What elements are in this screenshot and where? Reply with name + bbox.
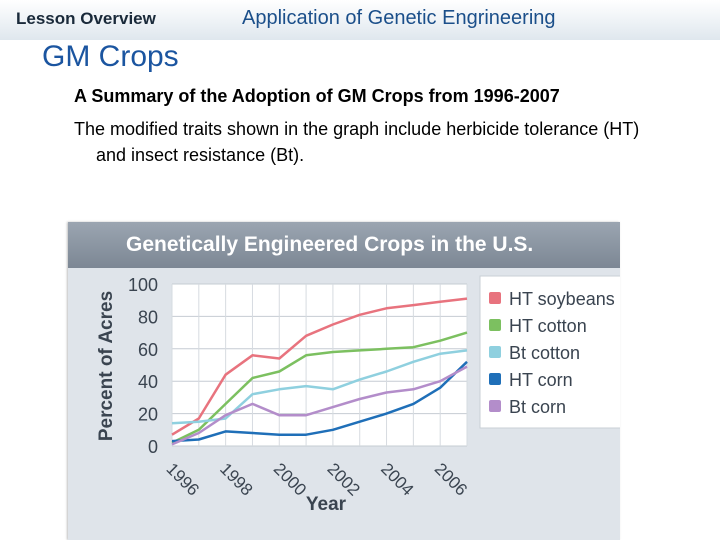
y-tick-label: 60 [138,340,158,360]
legend-label: Bt corn [509,397,566,417]
legend-label: HT soybeans [509,289,615,309]
legend-swatch [489,373,501,385]
legend-label: HT cotton [509,316,587,336]
legend: HT soybeans HT cotton Bt cotton HT corn Bt c… [489,289,615,417]
section-label: Lesson Overview [16,9,156,28]
y-tick-label: 20 [138,405,158,425]
summary-heading: A Summary of the Adoption of GM Crops fr… [74,86,560,106]
series-line-ht-soybeans [171,297,468,436]
chart-title-band [68,222,620,268]
legend-swatch [489,292,501,304]
series-line-ht-cotton [171,331,468,444]
y-axis-label: Percent of Acres [96,291,117,441]
series-line-ht-corn [171,360,468,443]
legend-box [479,275,620,429]
slide-title: GM Crops [42,40,179,73]
y-tick-label: 100 [128,275,158,295]
x-axis-label: Year [306,494,347,515]
lesson-title: Application of Genetic Engrineering [242,7,556,29]
y-tick-label: 40 [138,372,158,392]
series-line-bt-corn [171,365,468,446]
x-tick-label: 1996 [163,459,203,499]
x-tick-label: 2004 [377,459,417,499]
x-tick-label: 2000 [270,459,310,499]
x-tick-label: 2006 [431,459,471,499]
y-axis: 0 20 40 60 80 100 [128,275,158,457]
legend-label: HT corn [509,370,573,390]
chart-figure: Genetically Engineered Crops in the U.S.… [68,222,620,540]
legend-swatch [489,400,501,412]
chart-title: Genetically Engineered Crops in the U.S. [126,233,533,256]
y-tick-label: 80 [138,307,158,327]
y-tick-label: 0 [148,437,158,457]
legend-swatch [489,346,501,358]
line-chart: Genetically Engineered Crops in the U.S.… [68,222,620,515]
header-bar: Lesson Overview Application of Genetic E… [0,0,720,40]
description-text: The modified traits shown in the graph i… [74,119,640,165]
legend-label: Bt cotton [509,343,580,363]
legend-swatch [489,319,501,331]
x-tick-label: 1998 [216,459,256,499]
series-lines [171,297,468,446]
